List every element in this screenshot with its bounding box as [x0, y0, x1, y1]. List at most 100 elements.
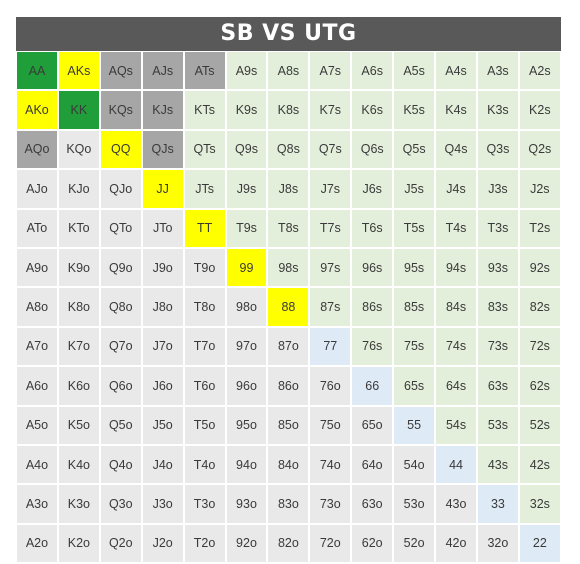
hand-cell: 72o	[309, 523, 352, 564]
hand-cell: Q3o	[99, 484, 142, 524]
hand-cell: T9o	[183, 247, 226, 288]
hand-cell: A8o	[16, 287, 58, 327]
hand-cell: Q6s	[351, 129, 394, 170]
hand-cell: 97o	[225, 326, 268, 367]
hand-cell: 85s	[393, 287, 436, 327]
hand-cell: 22	[518, 523, 561, 564]
hand-cell: A3s	[476, 51, 519, 91]
hand-cell: 84o	[267, 444, 310, 485]
hand-cell: AKs	[57, 51, 100, 91]
hand-cell: K8s	[267, 90, 310, 130]
hand-cell: 73s	[476, 326, 519, 367]
hand-cell: 32o	[476, 523, 519, 564]
hand-cell: QJs	[141, 129, 184, 170]
hand-cell: KJs	[141, 90, 184, 130]
hand-cell: 64s	[435, 366, 477, 406]
hand-cell: T2o	[183, 523, 226, 564]
hand-cell: 82o	[267, 523, 310, 564]
hand-cell: 98o	[225, 287, 268, 327]
hand-cell: K5o	[57, 405, 100, 445]
hand-cell: T6o	[183, 366, 226, 406]
hand-cell: 92s	[518, 247, 561, 288]
hand-cell: K5s	[393, 90, 436, 130]
hand-cell: 53o	[393, 484, 436, 524]
hand-cell: AJs	[141, 51, 184, 91]
hand-cell: A8s	[267, 51, 310, 91]
hand-cell: 96s	[351, 247, 394, 288]
hand-cell: 63s	[476, 366, 519, 406]
hand-cell: JJ	[141, 169, 184, 209]
hand-cell: AQo	[16, 129, 58, 170]
hand-cell: K4o	[57, 444, 100, 485]
hand-cell: KJo	[57, 169, 100, 209]
hand-cell: 83o	[267, 484, 310, 524]
hand-cell: Q5o	[99, 405, 142, 445]
hand-cell: AJo	[16, 169, 58, 209]
hand-cell: Q9s	[225, 129, 268, 170]
hand-cell: 32s	[518, 484, 561, 524]
hand-cell: 55	[393, 405, 436, 445]
hand-cell: Q4s	[435, 129, 477, 170]
hand-cell: 94s	[435, 247, 477, 288]
hand-cell: J8o	[141, 287, 184, 327]
hand-cell: K7s	[309, 90, 352, 130]
hand-cell: K8o	[57, 287, 100, 327]
hand-cell: JTo	[141, 208, 184, 248]
hand-cell: A7o	[16, 326, 58, 367]
hand-cell: J7s	[309, 169, 352, 209]
hand-cell: T5s	[393, 208, 436, 248]
hand-cell: AQs	[99, 51, 142, 91]
hand-cell: J4s	[435, 169, 477, 209]
hand-cell: TT	[183, 208, 226, 248]
hand-cell: J9o	[141, 247, 184, 288]
hand-cell: J7o	[141, 326, 184, 367]
hand-cell: KQo	[57, 129, 100, 170]
hand-cell: QTo	[99, 208, 142, 248]
hand-cell: K2o	[57, 523, 100, 564]
hand-cell: J2o	[141, 523, 184, 564]
hand-cell: 96o	[225, 366, 268, 406]
hand-cell: K6s	[351, 90, 394, 130]
hand-cell: 82s	[518, 287, 561, 327]
hand-cell: Q6o	[99, 366, 142, 406]
hand-cell: T7o	[183, 326, 226, 367]
hand-cell: Q8o	[99, 287, 142, 327]
hand-cell: J9s	[225, 169, 268, 209]
hand-cell: Q5s	[393, 129, 436, 170]
hand-cell: 65s	[393, 366, 436, 406]
hand-cell: QJo	[99, 169, 142, 209]
hand-cell: 75o	[309, 405, 352, 445]
hand-cell: 73o	[309, 484, 352, 524]
hand-cell: J3s	[476, 169, 519, 209]
hand-cell: J4o	[141, 444, 184, 485]
hand-cell: ATo	[16, 208, 58, 248]
hand-cell: 44	[435, 444, 477, 485]
hand-cell: Q8s	[267, 129, 310, 170]
hand-cell: A3o	[16, 484, 58, 524]
chart-title: SB VS UTG	[16, 17, 561, 51]
hand-cell: JTs	[183, 169, 226, 209]
hand-cell: 75s	[393, 326, 436, 367]
hand-cell: Q4o	[99, 444, 142, 485]
hand-cell: 84s	[435, 287, 477, 327]
hand-cell: Q7s	[309, 129, 352, 170]
hand-cell: A6s	[351, 51, 394, 91]
hand-cell: J6s	[351, 169, 394, 209]
hand-cell: Q7o	[99, 326, 142, 367]
hand-cell: T4s	[435, 208, 477, 248]
hand-cell: 52s	[518, 405, 561, 445]
hand-cell: T3o	[183, 484, 226, 524]
hand-cell: 95s	[393, 247, 436, 288]
hand-cell: K3o	[57, 484, 100, 524]
hand-cell: J5o	[141, 405, 184, 445]
hand-cell: J6o	[141, 366, 184, 406]
hand-cell: AA	[16, 51, 58, 91]
hand-cell: 98s	[267, 247, 310, 288]
hand-cell: A2o	[16, 523, 58, 564]
hand-cell: 95o	[225, 405, 268, 445]
hand-cell: 88	[267, 287, 310, 327]
hand-cell: A7s	[309, 51, 352, 91]
hand-cell: KTs	[183, 90, 226, 130]
hand-cell: AKo	[16, 90, 58, 130]
hand-cell: A4o	[16, 444, 58, 485]
